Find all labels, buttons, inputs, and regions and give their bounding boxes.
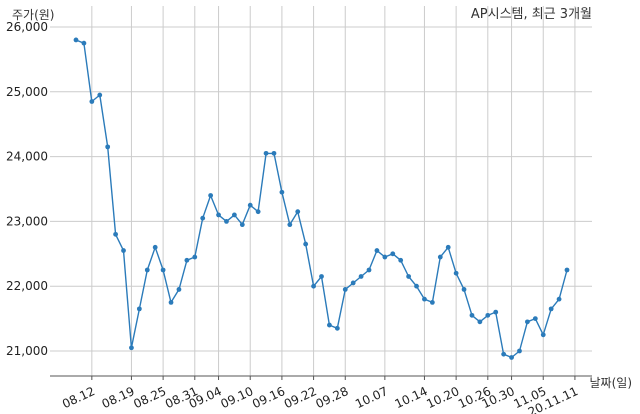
- data-point: [255, 209, 261, 215]
- data-point: [168, 300, 174, 305]
- data-point: [224, 219, 229, 224]
- series-line: [75, 39, 568, 359]
- y-tick-label: 21,000: [6, 344, 48, 358]
- data-point: [532, 316, 538, 321]
- data-point: [493, 309, 499, 315]
- data-point: [271, 150, 277, 156]
- data-point: [564, 267, 570, 273]
- data-point: [437, 254, 443, 260]
- data-point: [160, 267, 166, 273]
- data-point: [525, 319, 530, 325]
- data-point: [406, 274, 412, 279]
- data-point: [216, 212, 221, 218]
- data-point: [509, 355, 514, 360]
- x-tick-label: 08.12: [60, 384, 97, 411]
- data-point: [517, 348, 522, 354]
- data-point: [136, 306, 142, 312]
- data-point: [398, 257, 404, 263]
- x-tick-label: 09.28: [313, 384, 350, 411]
- y-tick-label: 22,000: [6, 279, 48, 293]
- data-point: [73, 37, 79, 43]
- data-point: [200, 215, 206, 221]
- data-point: [429, 300, 435, 305]
- data-point: [89, 99, 95, 104]
- data-point: [287, 222, 293, 228]
- data-point: [445, 244, 451, 250]
- data-point: [469, 312, 475, 318]
- data-point: [152, 244, 158, 250]
- data-point: [422, 296, 427, 302]
- y-tick-labels: 21,000 22,000 23,000 24,000 25,000 26,000: [6, 20, 48, 358]
- data-point: [414, 283, 419, 289]
- data-point: [366, 267, 372, 273]
- data-point: [342, 287, 348, 292]
- data-point: [239, 222, 245, 228]
- y-tick-label: 23,000: [6, 214, 48, 228]
- data-point: [477, 319, 483, 325]
- y-tick-label: 24,000: [6, 150, 48, 164]
- x-tick-labels: 08.12 08.1908.2508.3109.0409.1009.1609.22…: [60, 384, 580, 414]
- data-point: [121, 248, 126, 253]
- data-point: [231, 212, 237, 218]
- data-point: [279, 189, 285, 195]
- data-point: [129, 345, 134, 351]
- data-point: [382, 254, 388, 260]
- data-point: [113, 231, 118, 237]
- data-point: [105, 144, 111, 150]
- y-tick-label: 25,000: [6, 85, 48, 99]
- data-point: [144, 267, 150, 273]
- price-series: [73, 37, 570, 360]
- data-point: [208, 193, 214, 198]
- data-point: [501, 351, 507, 357]
- data-point: [540, 332, 546, 338]
- chart-title: AP시스템, 최근 3개월: [471, 7, 592, 22]
- y-tick-label: 26,000: [6, 20, 48, 34]
- data-point: [334, 325, 340, 331]
- data-point: [350, 280, 356, 286]
- data-point: [192, 254, 198, 260]
- data-point: [461, 287, 467, 292]
- data-point: [311, 283, 316, 289]
- data-point: [556, 296, 562, 302]
- data-point: [303, 241, 309, 247]
- data-point: [81, 40, 87, 46]
- data-point: [295, 209, 301, 215]
- data-point: [485, 312, 491, 318]
- y-axis-title: 주가(원): [12, 8, 54, 22]
- data-point: [247, 202, 253, 208]
- axis-layer: [50, 375, 592, 380]
- data-point: [319, 274, 324, 279]
- data-point: [184, 257, 190, 263]
- data-point: [176, 287, 182, 292]
- x-tick-label: 10.07: [353, 384, 390, 411]
- grid-layer: [50, 6, 592, 376]
- x-axis-title: 날짜(일): [590, 376, 632, 390]
- data-point: [358, 274, 364, 279]
- data-point: [548, 306, 554, 312]
- data-point: [97, 92, 103, 98]
- data-point: [390, 251, 396, 257]
- data-point: [374, 248, 380, 253]
- data-point: [327, 322, 332, 328]
- data-point: [263, 150, 269, 156]
- data-point: [453, 270, 459, 276]
